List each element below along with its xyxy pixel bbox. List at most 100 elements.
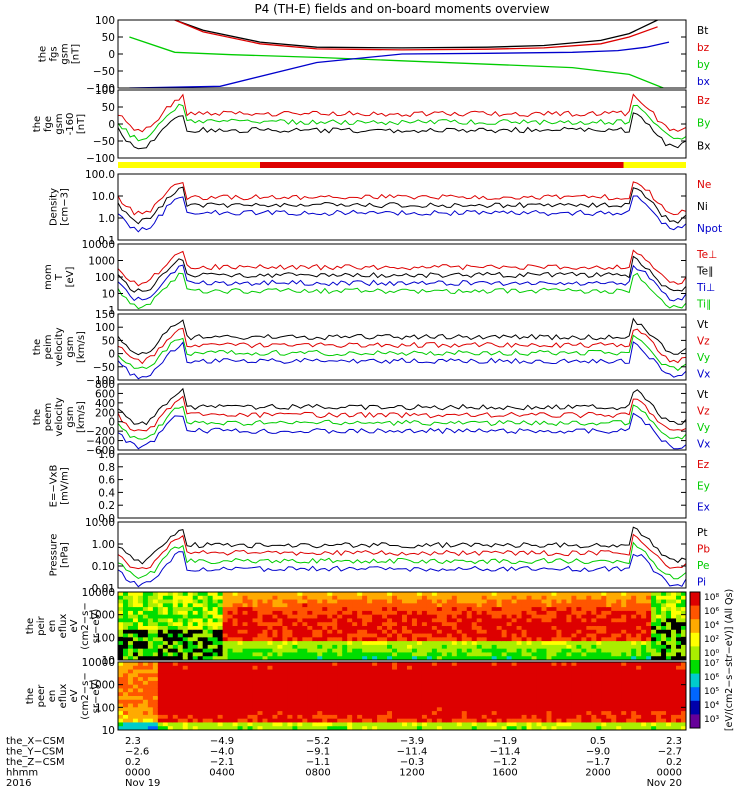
heatmap-cell (217, 662, 224, 667)
heatmap-cell (631, 592, 637, 597)
heatmap-cell (621, 644, 627, 650)
heatmap-cell (152, 718, 159, 724)
heatmap-cell (377, 718, 383, 724)
heatmap-cell (446, 595, 453, 601)
heatmap-cell (312, 692, 318, 697)
heatmap-cell (302, 648, 308, 654)
heatmap-cell (222, 618, 229, 623)
heatmap-cell (536, 629, 543, 635)
heatmap-cell (352, 692, 358, 697)
heatmap-cell (641, 677, 647, 682)
heatmap-cell (426, 711, 433, 716)
y-tick-label: 600 (95, 388, 115, 400)
heatmap-cell (591, 692, 597, 697)
heatmap-cell (631, 699, 637, 705)
heatmap-cell (411, 648, 418, 654)
heatmap-cell (651, 673, 657, 678)
heatmap-cell (302, 699, 308, 705)
heatmap-cell (192, 644, 199, 650)
heatmap-cell (586, 699, 592, 705)
heatmap-cell (222, 692, 229, 697)
heatmap-cell (257, 665, 264, 671)
y-tick-label: 1 (108, 305, 115, 317)
heatmap-cell (416, 669, 423, 674)
heatmap-cell (367, 673, 373, 678)
heatmap-cell (641, 637, 647, 642)
heatmap-cell (651, 669, 657, 674)
heatmap-cell (172, 607, 179, 612)
heatmap-cell (486, 644, 493, 650)
x-row-value: Nov 19 (125, 778, 160, 789)
heatmap-cell (287, 652, 293, 657)
heatmap-cell (162, 703, 169, 708)
heatmap-cell (182, 718, 189, 724)
heatmap-cell (466, 722, 473, 727)
heatmap-cell (451, 637, 458, 642)
heatmap-cell (207, 699, 214, 705)
heatmap-cell (392, 703, 398, 708)
heatmap-cell (267, 662, 274, 667)
heatmap-cell (252, 669, 259, 674)
heatmap-cell (491, 603, 498, 608)
heatmap-cell (357, 622, 363, 627)
heatmap-cell (292, 707, 298, 712)
heatmap-cell (387, 680, 393, 686)
heatmap-cell (312, 688, 318, 693)
heatmap-cell (561, 648, 568, 654)
heatmap-cell (606, 688, 612, 693)
heatmap-cell (317, 692, 323, 697)
heatmap-cell (357, 641, 363, 646)
heatmap-cell (601, 648, 607, 654)
heatmap-cell (197, 707, 204, 712)
heatmap-cell (307, 669, 313, 674)
heatmap-cell (421, 607, 428, 612)
heatmap-cell (232, 644, 239, 650)
heatmap-cell (576, 714, 582, 720)
heatmap-cell (357, 614, 363, 620)
heatmap-cell (187, 648, 194, 654)
heatmap-cell (332, 699, 338, 705)
heatmap-cell (596, 618, 602, 623)
heatmap-cell (651, 696, 657, 701)
heatmap-cell (561, 703, 568, 708)
heatmap-cell (446, 711, 453, 716)
heatmap-cell (541, 699, 548, 705)
heatmap-cell (586, 641, 592, 646)
heatmap-cell (157, 669, 164, 674)
heatmap-cell (581, 622, 587, 627)
heatmap-cell (461, 714, 468, 720)
heatmap-cell (222, 714, 229, 720)
heatmap-cell (267, 703, 274, 708)
heatmap-cell (536, 684, 543, 690)
heatmap-cell (272, 592, 279, 597)
heatmap-cell (456, 707, 463, 712)
heatmap-cell (501, 684, 508, 690)
heatmap-cell (122, 669, 129, 674)
y-tick-label: 0 (108, 49, 115, 61)
heatmap-cell (656, 648, 662, 654)
heatmap-cell (441, 652, 448, 657)
heatmap-cell (337, 688, 343, 693)
heatmap-cell (471, 614, 478, 620)
heatmap-cell (546, 595, 553, 601)
heatmap-cell (147, 673, 154, 678)
heatmap-cell (187, 662, 194, 667)
heatmap-cell (207, 677, 214, 682)
heatmap-cell (511, 680, 518, 686)
heatmap-cell (661, 711, 667, 716)
heatmap-cell (536, 614, 543, 620)
heatmap-cell (541, 607, 548, 612)
heatmap-cell (461, 618, 468, 623)
heatmap-cell (606, 592, 612, 597)
heatmap-cell (671, 669, 677, 674)
heatmap-cell (317, 699, 323, 705)
heatmap-cell (402, 595, 408, 601)
heatmap-cell (561, 592, 568, 597)
heatmap-cell (641, 648, 647, 654)
heatmap-cell (526, 607, 533, 612)
heatmap-cell (242, 718, 249, 724)
heatmap-cell (571, 648, 577, 654)
heatmap-cell (491, 610, 498, 616)
heatmap-cell (526, 726, 533, 730)
heatmap-cell (317, 592, 323, 597)
